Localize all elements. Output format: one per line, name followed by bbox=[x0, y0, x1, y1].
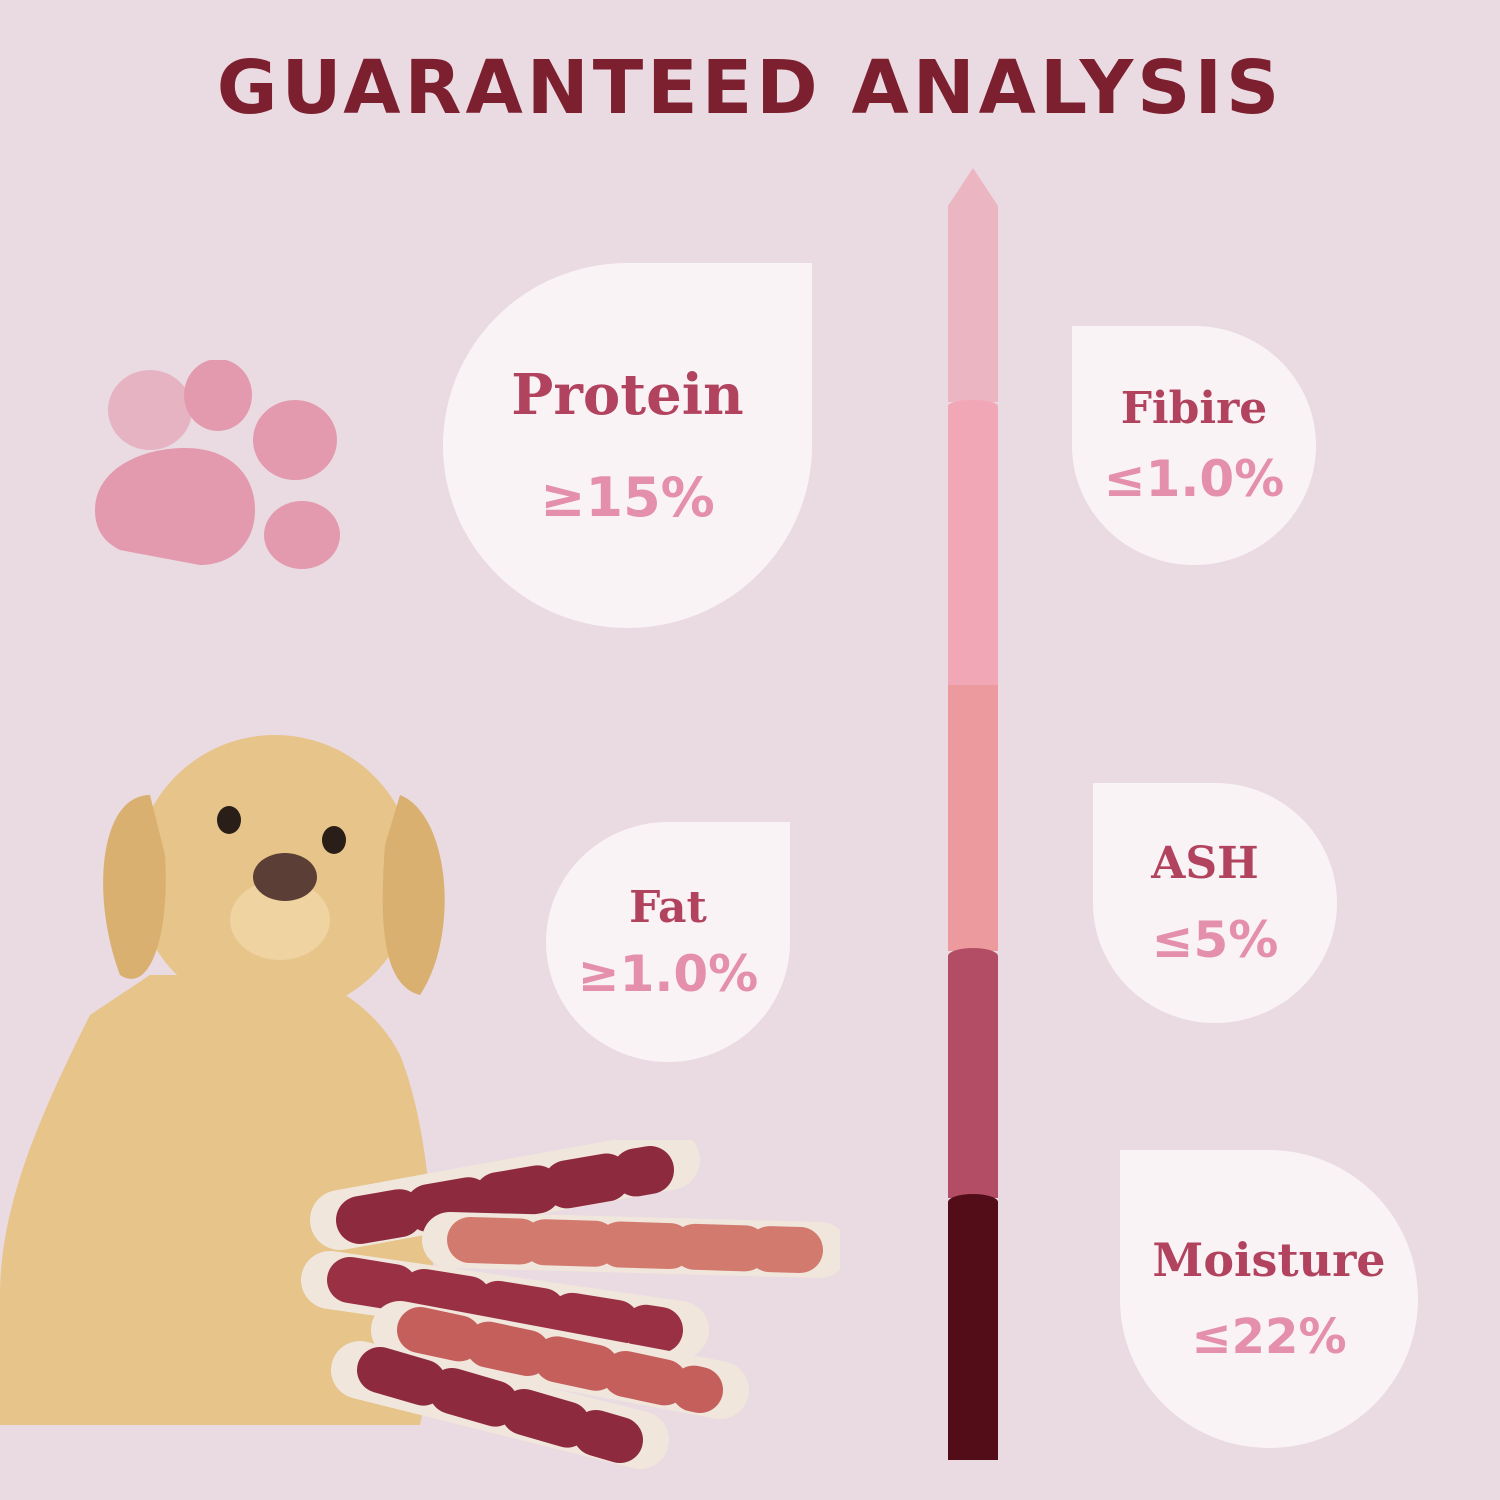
rawhide-treats-image bbox=[301, 1140, 840, 1469]
bar-segment-4 bbox=[948, 948, 998, 1198]
protein-bubble: Protein ≥15% bbox=[443, 263, 812, 628]
paw-print-icon bbox=[95, 360, 340, 569]
moisture-bubble: Moisture ≤22% bbox=[1120, 1150, 1418, 1448]
fat-bubble: Fat ≥1.0% bbox=[546, 822, 790, 1062]
protein-value: ≥15% bbox=[540, 466, 715, 529]
fat-label: Fat bbox=[629, 881, 707, 933]
fibire-bubble: Fibire ≤1.0% bbox=[1072, 326, 1316, 565]
fat-value: ≥1.0% bbox=[577, 944, 759, 1003]
moisture-value: ≤22% bbox=[1191, 1309, 1347, 1365]
fibire-value: ≤1.0% bbox=[1103, 450, 1285, 508]
page-title: GUARANTEED ANALYSIS bbox=[216, 45, 1284, 131]
ash-value: ≤5% bbox=[1151, 910, 1279, 969]
moisture-label: Moisture bbox=[1152, 1233, 1386, 1287]
bar-segment-5 bbox=[948, 1194, 998, 1460]
fibire-label: Fibire bbox=[1120, 383, 1268, 434]
golden-retriever-image bbox=[0, 735, 445, 1425]
bar-segment-1 bbox=[948, 206, 998, 402]
protein-label: Protein bbox=[511, 362, 744, 428]
ash-label: ASH bbox=[1151, 837, 1259, 889]
bar-segment-3 bbox=[948, 685, 998, 951]
ash-bubble: ASH ≤5% bbox=[1093, 783, 1337, 1023]
bar-arrow-tip bbox=[948, 168, 998, 208]
bar-segment-2 bbox=[948, 400, 998, 686]
